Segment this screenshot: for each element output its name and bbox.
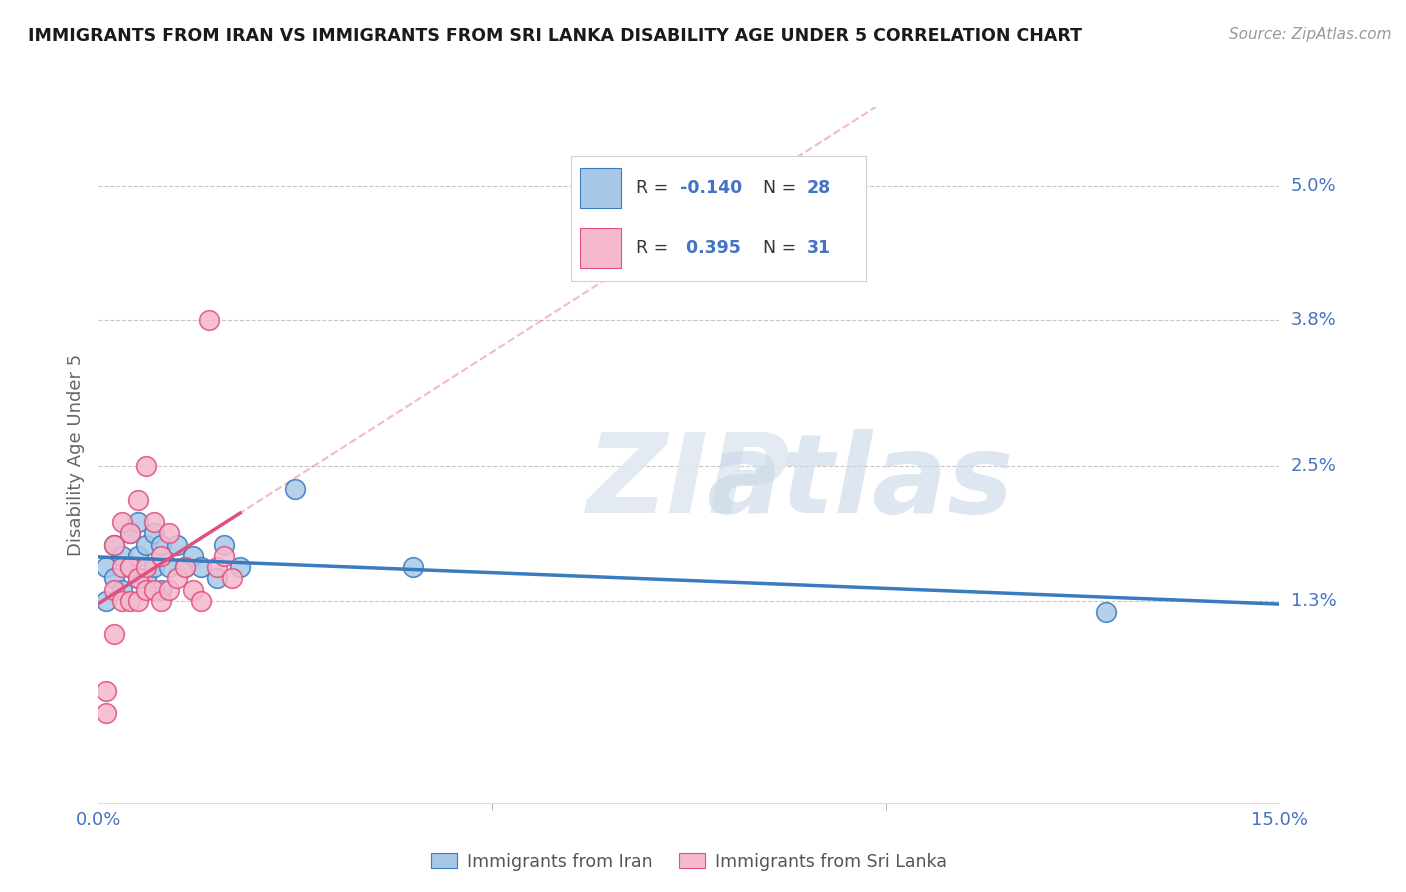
Point <box>150 594 173 608</box>
Point <box>111 594 134 608</box>
Point <box>135 538 157 552</box>
Text: 0.395: 0.395 <box>681 239 741 258</box>
Point <box>127 492 149 507</box>
Point <box>103 538 125 552</box>
Point <box>181 549 204 563</box>
Point <box>157 582 180 597</box>
Point <box>118 594 141 608</box>
Text: 1.3%: 1.3% <box>1291 591 1336 610</box>
Point <box>127 571 149 585</box>
Point <box>150 538 173 552</box>
Point <box>118 560 141 574</box>
Point <box>166 538 188 552</box>
Point <box>127 515 149 529</box>
Point <box>402 560 425 574</box>
Point <box>142 560 165 574</box>
Text: -0.140: -0.140 <box>681 179 742 197</box>
Point <box>181 582 204 597</box>
Point <box>214 538 236 552</box>
Text: 2.5%: 2.5% <box>1291 457 1337 475</box>
Y-axis label: Disability Age Under 5: Disability Age Under 5 <box>66 354 84 556</box>
Point <box>150 549 173 563</box>
Point <box>142 515 165 529</box>
Point <box>111 560 134 574</box>
Point <box>142 582 165 597</box>
Point <box>1095 605 1118 619</box>
Point <box>118 526 141 541</box>
Point <box>111 515 134 529</box>
Text: 28: 28 <box>807 179 831 197</box>
Point <box>135 582 157 597</box>
Text: R =: R = <box>636 239 668 258</box>
Point <box>127 594 149 608</box>
Point <box>190 594 212 608</box>
Point <box>157 526 180 541</box>
Text: IMMIGRANTS FROM IRAN VS IMMIGRANTS FROM SRI LANKA DISABILITY AGE UNDER 5 CORRELA: IMMIGRANTS FROM IRAN VS IMMIGRANTS FROM … <box>28 27 1083 45</box>
Point <box>103 627 125 641</box>
Point <box>118 526 141 541</box>
Point <box>103 582 125 597</box>
Text: N =: N = <box>762 239 796 258</box>
Text: N =: N = <box>762 179 796 197</box>
Text: R =: R = <box>636 179 668 197</box>
Text: atlas: atlas <box>706 429 1014 536</box>
Point <box>229 560 252 574</box>
Point <box>135 560 157 574</box>
Point <box>157 560 180 574</box>
Point <box>103 538 125 552</box>
Point <box>118 560 141 574</box>
Point <box>127 549 149 563</box>
Point <box>96 683 118 698</box>
Point <box>150 582 173 597</box>
Point <box>103 571 125 585</box>
Point <box>221 571 243 585</box>
Point <box>111 549 134 563</box>
Point <box>96 594 118 608</box>
Point <box>135 459 157 474</box>
Text: 5.0%: 5.0% <box>1291 177 1336 194</box>
Point <box>127 571 149 585</box>
Point <box>197 313 219 327</box>
Point <box>190 560 212 574</box>
FancyBboxPatch shape <box>579 228 621 268</box>
Point <box>284 482 307 496</box>
Point <box>142 526 165 541</box>
Text: 31: 31 <box>807 239 831 258</box>
Point <box>205 571 228 585</box>
Point <box>214 549 236 563</box>
Text: ZIP: ZIP <box>588 429 790 536</box>
Point <box>174 560 197 574</box>
Text: Source: ZipAtlas.com: Source: ZipAtlas.com <box>1229 27 1392 42</box>
Point <box>96 560 118 574</box>
Point <box>96 706 118 720</box>
Point <box>166 571 188 585</box>
FancyBboxPatch shape <box>579 169 621 209</box>
Point <box>135 571 157 585</box>
Legend: Immigrants from Iran, Immigrants from Sri Lanka: Immigrants from Iran, Immigrants from Sr… <box>423 846 955 878</box>
Point <box>205 560 228 574</box>
Point <box>111 582 134 597</box>
Text: 3.8%: 3.8% <box>1291 311 1336 329</box>
Point <box>174 560 197 574</box>
